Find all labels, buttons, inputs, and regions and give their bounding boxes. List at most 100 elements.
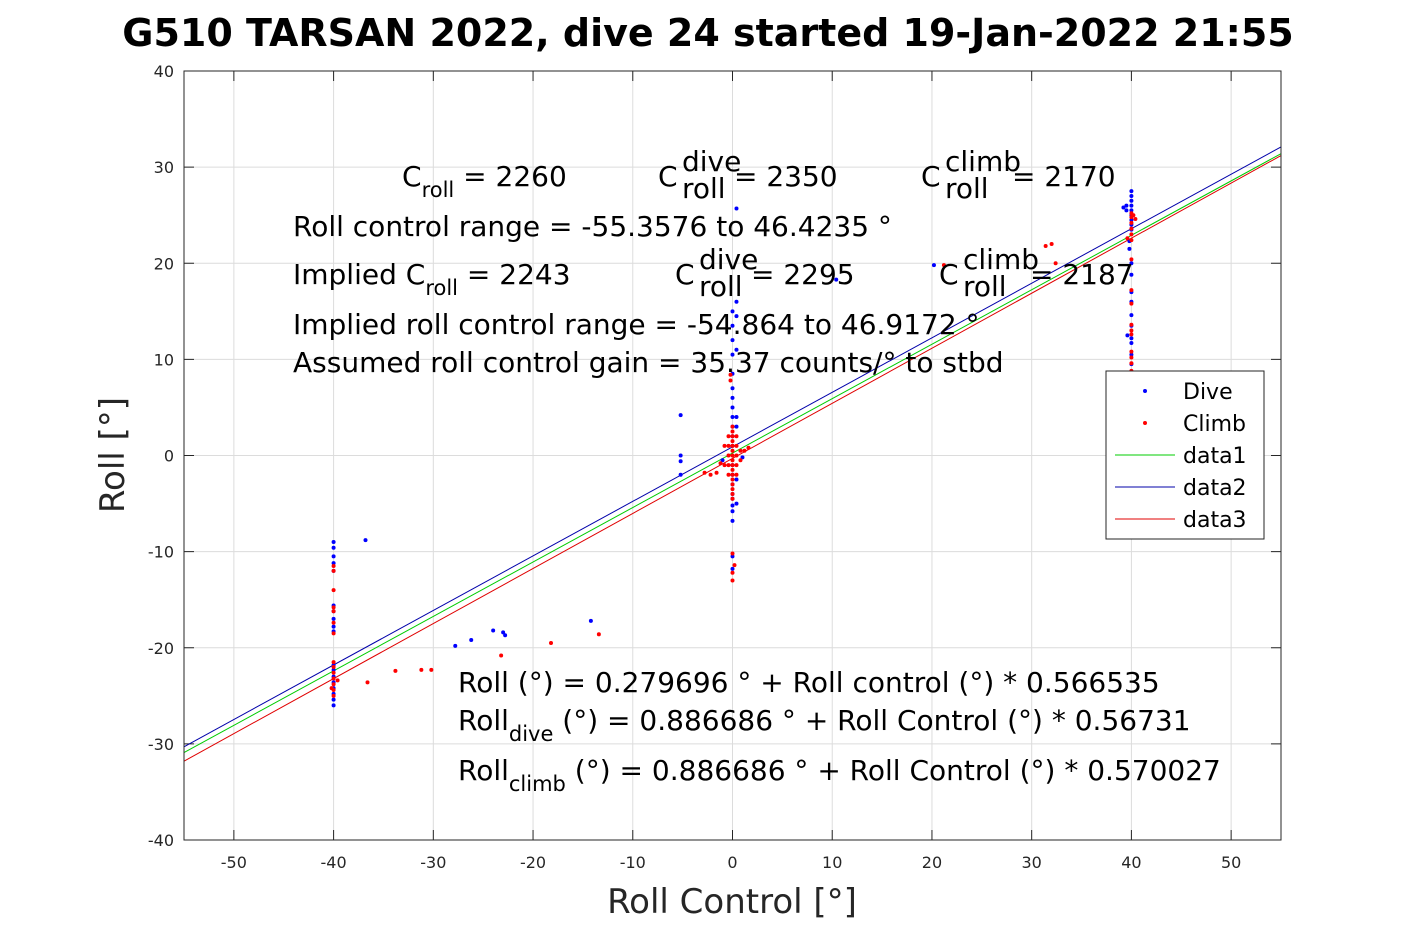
data-point-dive xyxy=(730,338,735,343)
data-point-dive xyxy=(501,630,506,635)
legend-label: data3 xyxy=(1183,508,1247,533)
y-tick-label: 10 xyxy=(154,350,174,369)
implied-c-roll-dive-annotation: C dive roll = 2295 xyxy=(675,243,855,303)
data-point-climb xyxy=(722,463,727,468)
data-point-climb xyxy=(331,664,336,669)
svg-text:= 2187: = 2187 xyxy=(1030,258,1134,291)
data-point-dive xyxy=(453,643,458,648)
data-point-climb xyxy=(1049,242,1054,247)
svg-text:climb: climb xyxy=(963,243,1039,276)
data-point-climb xyxy=(730,463,735,468)
data-point-climb xyxy=(331,682,336,687)
svg-text:dive: dive xyxy=(682,145,741,178)
legend-marker-dive xyxy=(1143,389,1147,393)
data-point-dive xyxy=(734,314,739,319)
data-point-dive xyxy=(730,509,735,514)
data-point-climb xyxy=(730,491,735,496)
data-point-climb xyxy=(708,472,713,477)
data-point-climb xyxy=(730,439,735,444)
data-point-dive xyxy=(1125,333,1130,338)
data-point-dive xyxy=(730,352,735,357)
data-point-climb xyxy=(726,443,731,448)
implied-c-roll-annotation: Implied Croll = 2243 xyxy=(293,258,571,300)
fit-equation: Roll (°) = 0.279696 ° + Roll control (°)… xyxy=(458,666,1160,699)
svg-text:= 2350: = 2350 xyxy=(734,160,838,193)
data-point-climb xyxy=(1129,349,1134,354)
data-point-dive xyxy=(678,453,683,458)
data-point-dive xyxy=(1129,217,1134,222)
data-point-dive xyxy=(331,554,336,559)
data-point-climb xyxy=(596,632,601,637)
data-point-climb xyxy=(1053,261,1058,266)
data-point-climb xyxy=(331,631,336,636)
data-point-dive xyxy=(734,415,739,420)
data-point-climb xyxy=(1133,217,1138,222)
data-point-climb xyxy=(734,463,739,468)
data-point-climb xyxy=(365,680,370,685)
data-point-dive xyxy=(734,299,739,304)
data-point-climb xyxy=(730,578,735,583)
data-point-dive xyxy=(331,703,336,708)
data-point-dive xyxy=(730,309,735,314)
legend: Dive Climb data1 data2 data3 xyxy=(1105,370,1265,540)
data-point-climb xyxy=(548,640,553,645)
data-point-dive xyxy=(331,697,336,702)
data-point-dive xyxy=(1124,208,1129,213)
data-point-climb xyxy=(331,588,336,593)
data-point-dive xyxy=(730,518,735,523)
data-point-climb xyxy=(1129,288,1134,293)
data-point-climb xyxy=(746,445,751,450)
data-point-climb xyxy=(393,668,398,673)
data-point-climb xyxy=(499,653,504,658)
data-point-climb xyxy=(734,453,739,458)
svg-text:roll: roll xyxy=(699,270,743,303)
series-line-data1 xyxy=(183,153,1282,753)
x-tick-label: -40 xyxy=(321,853,347,872)
svg-text:climb: climb xyxy=(945,145,1021,178)
data-point-climb xyxy=(730,443,735,448)
data-point-climb xyxy=(331,605,336,610)
data-point-dive xyxy=(734,206,739,211)
data-point-climb xyxy=(702,470,707,475)
implied-c-roll-climb-annotation: C climb roll = 2187 xyxy=(939,243,1134,303)
data-point-dive xyxy=(730,503,735,508)
data-point-dive xyxy=(1129,198,1134,203)
data-point-climb xyxy=(726,463,731,468)
svg-text:C: C xyxy=(921,160,941,193)
data-point-climb xyxy=(331,660,336,665)
annotations: Croll = 2260 C dive roll = 2350 C climb … xyxy=(293,145,1221,796)
data-point-dive xyxy=(734,347,739,352)
data-point-climb xyxy=(331,670,336,675)
data-point-dive xyxy=(730,566,735,571)
svg-text:roll: roll xyxy=(945,172,989,205)
data-point-dive xyxy=(1129,208,1134,213)
y-tick-label: 40 xyxy=(154,62,174,81)
data-point-dive xyxy=(730,386,735,391)
data-point-dive xyxy=(678,459,683,464)
data-point-dive xyxy=(834,277,839,282)
data-point-climb xyxy=(738,458,743,463)
data-point-climb xyxy=(335,678,340,683)
data-point-climb xyxy=(429,667,434,672)
y-tick-label: -10 xyxy=(148,543,174,562)
data-point-dive xyxy=(678,472,683,477)
data-point-dive xyxy=(331,545,336,550)
x-tick-label: 50 xyxy=(1221,853,1241,872)
data-point-climb xyxy=(714,470,719,475)
x-tick-label: 20 xyxy=(922,853,942,872)
data-point-climb xyxy=(1129,332,1134,337)
legend-label: Climb xyxy=(1183,412,1246,437)
c-roll-annotation: Croll = 2260 xyxy=(402,160,567,202)
data-point-dive xyxy=(1129,352,1134,357)
fit-equation-dive: Rolldive (°) = 0.886686 ° + Roll Control… xyxy=(458,704,1191,746)
y-tick-label: 0 xyxy=(164,447,174,466)
y-tick-label: -30 xyxy=(148,735,174,754)
data-point-climb xyxy=(730,472,735,477)
data-point-climb xyxy=(730,496,735,501)
svg-text:roll: roll xyxy=(682,172,726,205)
data-point-climb xyxy=(1129,226,1134,231)
data-point-dive xyxy=(734,424,739,429)
data-point-dive xyxy=(1124,203,1129,208)
data-point-climb xyxy=(941,263,946,268)
